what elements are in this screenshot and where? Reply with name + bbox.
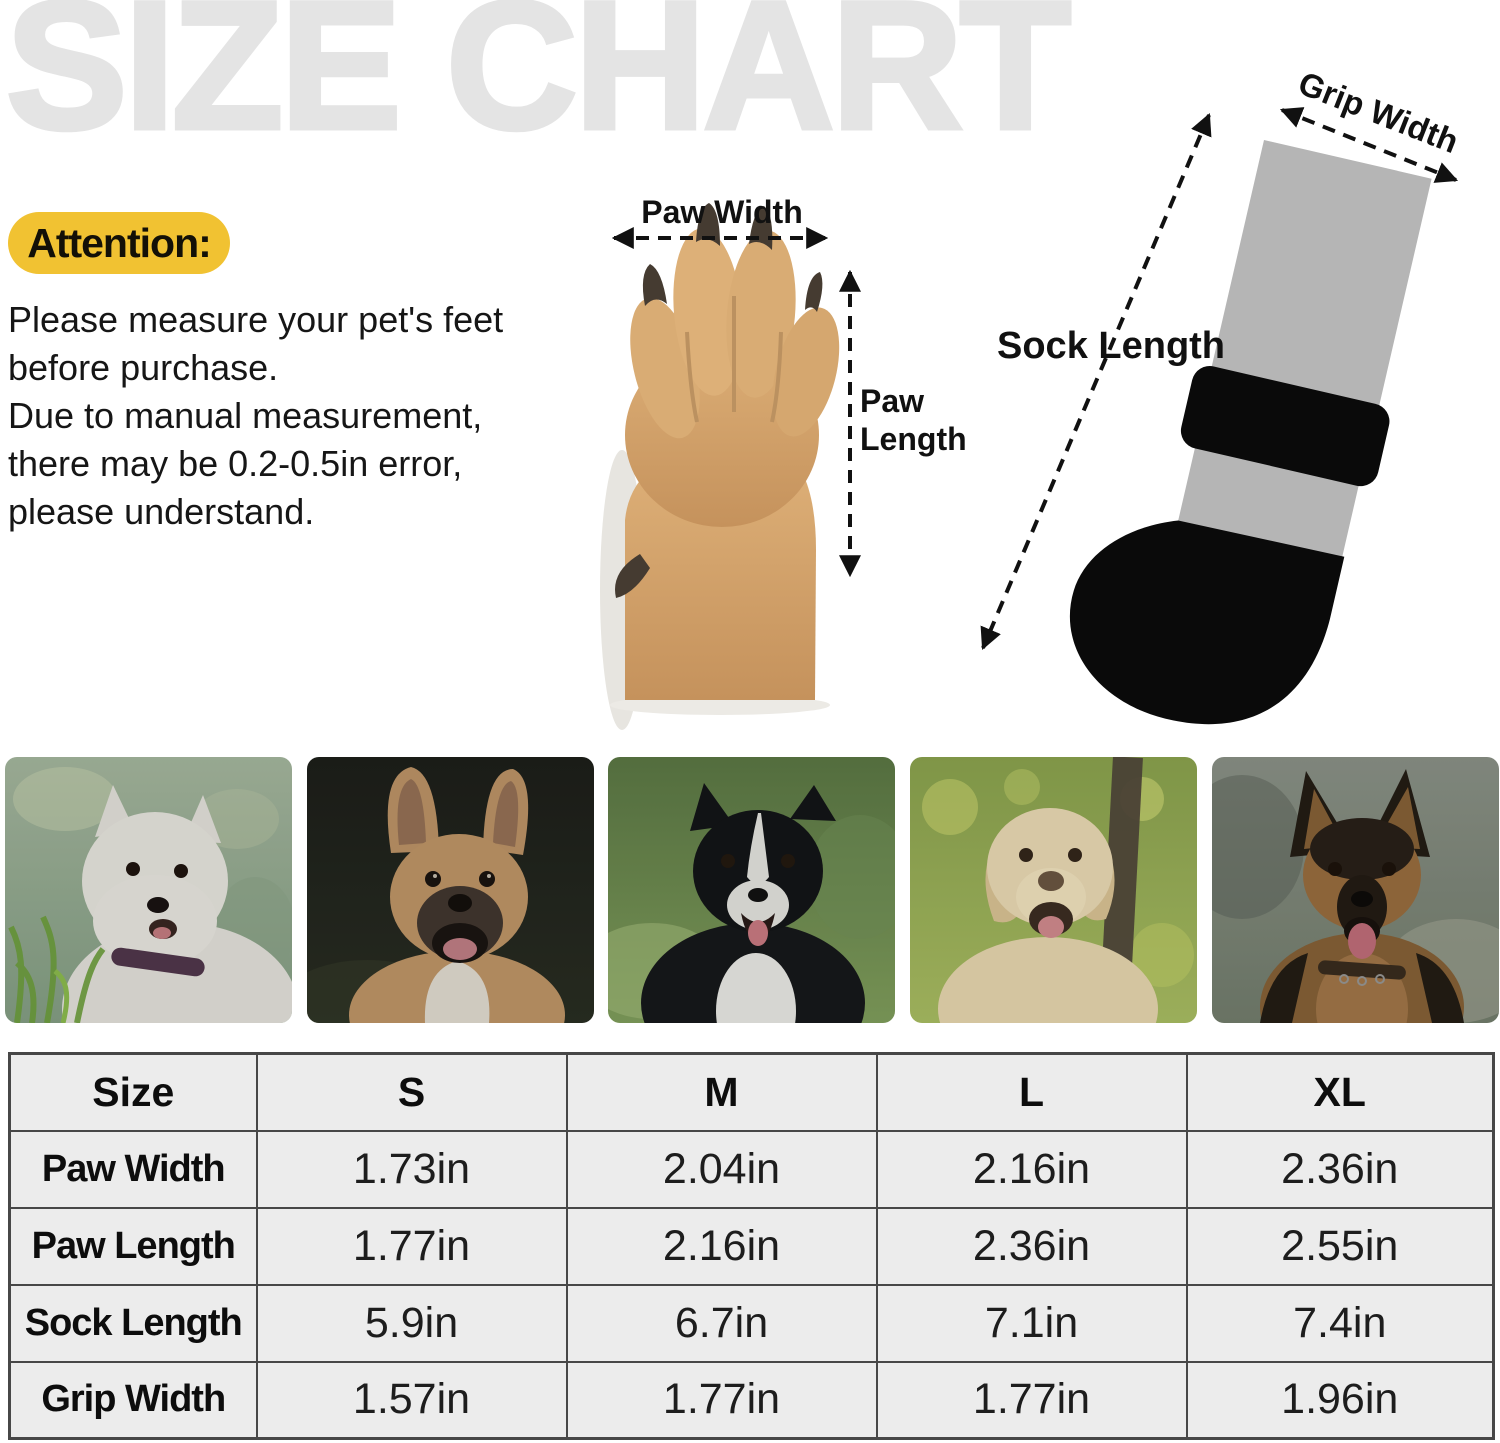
sock-illustration xyxy=(1069,140,1432,725)
cell-paw-length-l: 2.36in xyxy=(875,1206,1188,1286)
table-row-paw-width: Paw Width 1.73in 2.04in 2.16in 2.36in xyxy=(8,1129,1495,1209)
size-table: Size S M L XL Paw Width 1.73in 2.04in 2.… xyxy=(8,1052,1495,1440)
cell-sock-length-m: 6.7in xyxy=(565,1283,878,1363)
paw-width-label: Paw Width xyxy=(641,194,802,230)
cell-paw-width-m: 2.04in xyxy=(565,1129,878,1209)
sock-grip-band xyxy=(1180,366,1390,487)
sock-length-arrow xyxy=(980,112,1212,651)
cell-grip-width-s: 1.57in xyxy=(255,1360,568,1440)
note-line: please understand. xyxy=(8,491,315,532)
note-line: there may be 0.2-0.5in error, xyxy=(8,443,463,484)
table-header-s: S xyxy=(255,1052,568,1132)
cell-paw-width-l: 2.16in xyxy=(875,1129,1188,1209)
shepherd-illustration xyxy=(1212,757,1499,1023)
labrador-illustration xyxy=(910,757,1197,1023)
cell-paw-width-s: 1.73in xyxy=(255,1129,568,1209)
cell-sock-length-l: 7.1in xyxy=(875,1283,1188,1363)
row-label: Sock Length xyxy=(8,1283,258,1363)
dog-photo-border-collie xyxy=(608,757,895,1023)
cell-paw-width-xl: 2.36in xyxy=(1185,1129,1495,1209)
attention-badge: Attention: xyxy=(8,212,230,274)
table-header-l: L xyxy=(875,1052,1188,1132)
cell-grip-width-m: 1.77in xyxy=(565,1360,878,1440)
paw-length-label-line1: Paw xyxy=(860,383,924,419)
cell-grip-width-xl: 1.96in xyxy=(1185,1360,1495,1440)
grip-width-arrow xyxy=(1279,107,1459,183)
table-header-xl: XL xyxy=(1185,1052,1495,1132)
measurement-note: Please measure your pet's feet before pu… xyxy=(8,296,608,536)
dog-photo-french-bulldog xyxy=(307,757,594,1023)
row-label: Paw Length xyxy=(8,1206,258,1286)
row-label: Paw Width xyxy=(8,1129,258,1209)
grip-width-label: Grip Width xyxy=(1293,64,1463,160)
page-title: SIZE CHART xyxy=(4,0,1074,167)
paw-length-label-line2: Length xyxy=(860,421,967,457)
table-row-sock-length: Sock Length 5.9in 6.7in 7.1in 7.4in xyxy=(8,1283,1495,1363)
cell-sock-length-s: 5.9in xyxy=(255,1283,568,1363)
frenchie-illustration xyxy=(307,757,594,1023)
attention-label: Attention: xyxy=(27,219,212,266)
westie-illustration xyxy=(5,757,292,1023)
dog-photo-german-shepherd xyxy=(1212,757,1499,1023)
sock-measurement-diagram: Grip Width Sock Length xyxy=(980,64,1464,725)
sock-length-label: Sock Length xyxy=(997,325,1225,367)
dog-paw-photo xyxy=(600,203,840,730)
note-line: Please measure your pet's feet xyxy=(8,299,504,340)
table-row-paw-length: Paw Length 1.77in 2.16in 2.36in 2.55in xyxy=(8,1206,1495,1286)
note-line: before purchase. xyxy=(8,347,279,388)
cell-sock-length-xl: 7.4in xyxy=(1185,1283,1495,1363)
table-row-grip-width: Grip Width 1.57in 1.77in 1.77in 1.96in xyxy=(8,1360,1495,1440)
row-label: Grip Width xyxy=(8,1360,258,1440)
table-header-m: M xyxy=(565,1052,878,1132)
cell-paw-length-s: 1.77in xyxy=(255,1206,568,1286)
dog-photo-labrador xyxy=(910,757,1197,1023)
dog-photo-west-highland-terrier xyxy=(5,757,292,1023)
collie-illustration xyxy=(608,757,895,1023)
cell-grip-width-l: 1.77in xyxy=(875,1360,1188,1440)
paw-measurement-diagram: Paw Width Paw Length xyxy=(600,194,967,730)
table-header-size: Size xyxy=(8,1052,258,1132)
table-header-row: Size S M L XL xyxy=(8,1052,1495,1132)
cell-paw-length-xl: 2.55in xyxy=(1185,1206,1495,1286)
cell-paw-length-m: 2.16in xyxy=(565,1206,878,1286)
note-line: Due to manual measurement, xyxy=(8,395,483,436)
